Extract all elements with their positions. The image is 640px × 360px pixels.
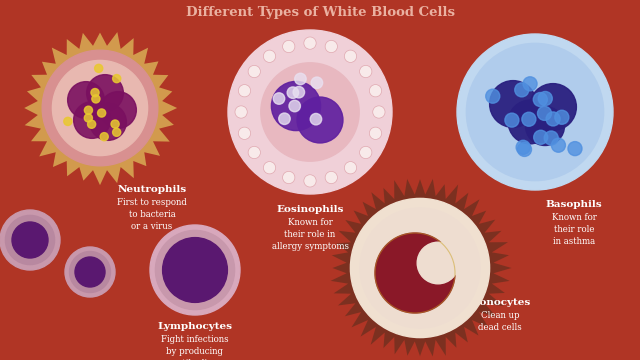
Circle shape [522, 112, 536, 126]
Circle shape [42, 50, 158, 166]
Circle shape [518, 143, 531, 157]
Circle shape [86, 75, 124, 111]
Circle shape [508, 100, 552, 144]
Circle shape [310, 113, 322, 125]
Circle shape [91, 89, 99, 97]
Circle shape [70, 252, 111, 292]
Circle shape [0, 210, 60, 270]
Circle shape [271, 81, 321, 131]
Circle shape [88, 120, 96, 128]
Circle shape [163, 238, 227, 302]
Circle shape [84, 114, 92, 122]
Circle shape [248, 146, 260, 159]
Circle shape [235, 106, 247, 118]
Circle shape [113, 128, 121, 136]
Circle shape [515, 83, 529, 97]
Circle shape [264, 50, 276, 62]
Circle shape [52, 60, 148, 156]
Circle shape [287, 87, 299, 98]
Circle shape [304, 37, 316, 49]
Circle shape [344, 50, 356, 62]
Circle shape [97, 109, 106, 117]
Circle shape [486, 89, 500, 103]
Circle shape [84, 106, 93, 114]
Circle shape [74, 102, 110, 138]
Circle shape [372, 106, 385, 118]
Circle shape [552, 138, 565, 152]
Circle shape [248, 66, 260, 78]
Circle shape [490, 81, 536, 127]
Polygon shape [24, 32, 177, 185]
Circle shape [304, 175, 316, 187]
Circle shape [568, 141, 582, 156]
Circle shape [351, 198, 490, 338]
Circle shape [369, 85, 381, 97]
Circle shape [90, 104, 126, 140]
Text: Lymphocytes: Lymphocytes [157, 322, 232, 331]
Circle shape [533, 93, 547, 107]
Text: Neutrophils: Neutrophils [117, 185, 187, 194]
Circle shape [92, 95, 100, 103]
Polygon shape [331, 179, 511, 356]
Text: Clean up
dead cells: Clean up dead cells [478, 311, 522, 332]
Circle shape [417, 242, 459, 284]
Circle shape [5, 215, 54, 265]
Circle shape [360, 66, 372, 78]
Circle shape [75, 257, 105, 287]
Circle shape [289, 100, 300, 112]
Circle shape [311, 77, 323, 89]
Text: Different Types of White Blood Cells: Different Types of White Blood Cells [186, 6, 454, 19]
Circle shape [100, 92, 136, 129]
Circle shape [12, 222, 48, 258]
Circle shape [534, 130, 548, 144]
Circle shape [65, 247, 115, 297]
Circle shape [238, 127, 251, 139]
Circle shape [505, 113, 519, 127]
Circle shape [297, 97, 343, 143]
Circle shape [261, 63, 359, 161]
Circle shape [344, 162, 356, 174]
Circle shape [525, 107, 564, 145]
Circle shape [228, 30, 392, 194]
Circle shape [95, 64, 103, 72]
Circle shape [273, 93, 285, 104]
Text: Known for
their role
in asthma: Known for their role in asthma [552, 213, 596, 246]
Circle shape [111, 120, 119, 128]
Circle shape [538, 91, 552, 105]
Circle shape [457, 34, 613, 190]
Circle shape [325, 40, 337, 53]
Circle shape [238, 85, 251, 97]
Circle shape [156, 230, 235, 310]
Circle shape [64, 117, 72, 126]
Text: Known for
their role in
allergy symptoms: Known for their role in allergy symptoms [271, 218, 349, 251]
Circle shape [283, 171, 295, 184]
Circle shape [360, 146, 372, 159]
Circle shape [369, 127, 381, 139]
Text: Monocytes: Monocytes [469, 298, 531, 307]
Circle shape [113, 75, 121, 83]
Circle shape [68, 82, 104, 118]
Circle shape [150, 225, 240, 315]
Circle shape [467, 43, 604, 181]
Circle shape [555, 110, 569, 124]
Circle shape [279, 113, 290, 125]
Text: Eosinophils: Eosinophils [276, 205, 344, 214]
Circle shape [523, 77, 537, 91]
Circle shape [283, 40, 295, 53]
Circle shape [375, 233, 455, 313]
Text: Basophils: Basophils [546, 200, 602, 209]
Circle shape [100, 132, 108, 141]
Text: Fight infections
by producing
antibodies: Fight infections by producing antibodies [161, 335, 229, 360]
Circle shape [264, 162, 276, 174]
Circle shape [294, 73, 306, 85]
Circle shape [325, 171, 337, 184]
Circle shape [538, 106, 552, 120]
Circle shape [546, 112, 560, 126]
Circle shape [544, 131, 558, 145]
Text: First to respond
to bacteria
or a virus: First to respond to bacteria or a virus [117, 198, 187, 231]
Circle shape [360, 208, 480, 328]
Circle shape [293, 86, 305, 98]
Circle shape [516, 140, 530, 154]
Circle shape [530, 84, 577, 130]
